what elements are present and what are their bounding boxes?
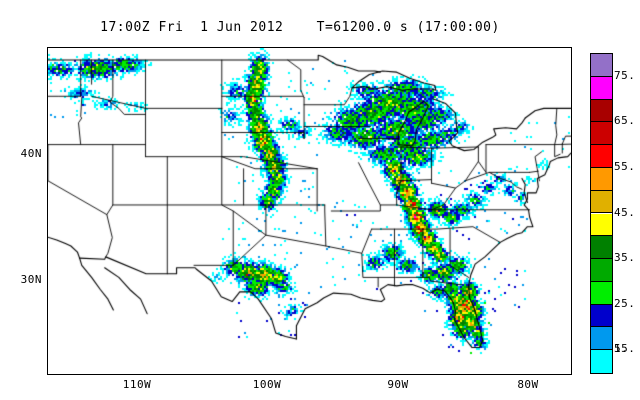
colorbar-segment-50-55	[591, 167, 612, 191]
colorbar-segment-20-25	[591, 304, 612, 328]
colorbar-tick-15: 15.	[614, 342, 636, 356]
colorbar-tick-55: 55.	[614, 159, 636, 173]
colorbar-tick-35: 35.	[614, 251, 636, 265]
x-tick-label-80w: 80W	[517, 378, 539, 391]
colorbar-tick-65: 65.	[614, 114, 636, 128]
x-tick-label-90w: 90W	[387, 378, 409, 391]
radar-map-plot	[47, 47, 572, 375]
x-tick-label-100w: 100W	[252, 378, 282, 391]
colorbar-segment-45-50	[591, 190, 612, 214]
colorbar-segment-40-45	[591, 213, 612, 237]
colorbar-segment-70-75	[591, 76, 612, 100]
colorbar-tick-25: 25.	[614, 296, 636, 310]
colorbar-segment-35-40	[591, 236, 612, 260]
colorbar-tick-5: 5.	[614, 342, 629, 356]
colorbar	[590, 53, 613, 374]
colorbar-segment-55-60	[591, 145, 612, 168]
colorbar-segment-30-35	[591, 259, 612, 282]
y-tick-label-40n: 40N	[20, 147, 42, 160]
colorbar-segment-60-65	[591, 122, 612, 146]
colorbar-tick-45: 45.	[614, 205, 636, 219]
colorbar-segment-65-70	[591, 99, 612, 123]
x-tick-label-110w: 110W	[122, 378, 152, 391]
y-tick-label-30n: 30N	[20, 273, 42, 286]
colorbar-segment-25-30	[591, 281, 612, 305]
colorbar-segment-75-80	[591, 54, 612, 77]
radar-reflectivity-canvas	[48, 48, 571, 374]
colorbar-segment-15-20	[591, 327, 612, 351]
page-title: 17:00Z Fri 1 Jun 2012 T=61200.0 s (17:00…	[100, 20, 500, 35]
colorbar-segment-5-15	[591, 350, 612, 373]
colorbar-tick-75: 75.	[614, 68, 636, 82]
